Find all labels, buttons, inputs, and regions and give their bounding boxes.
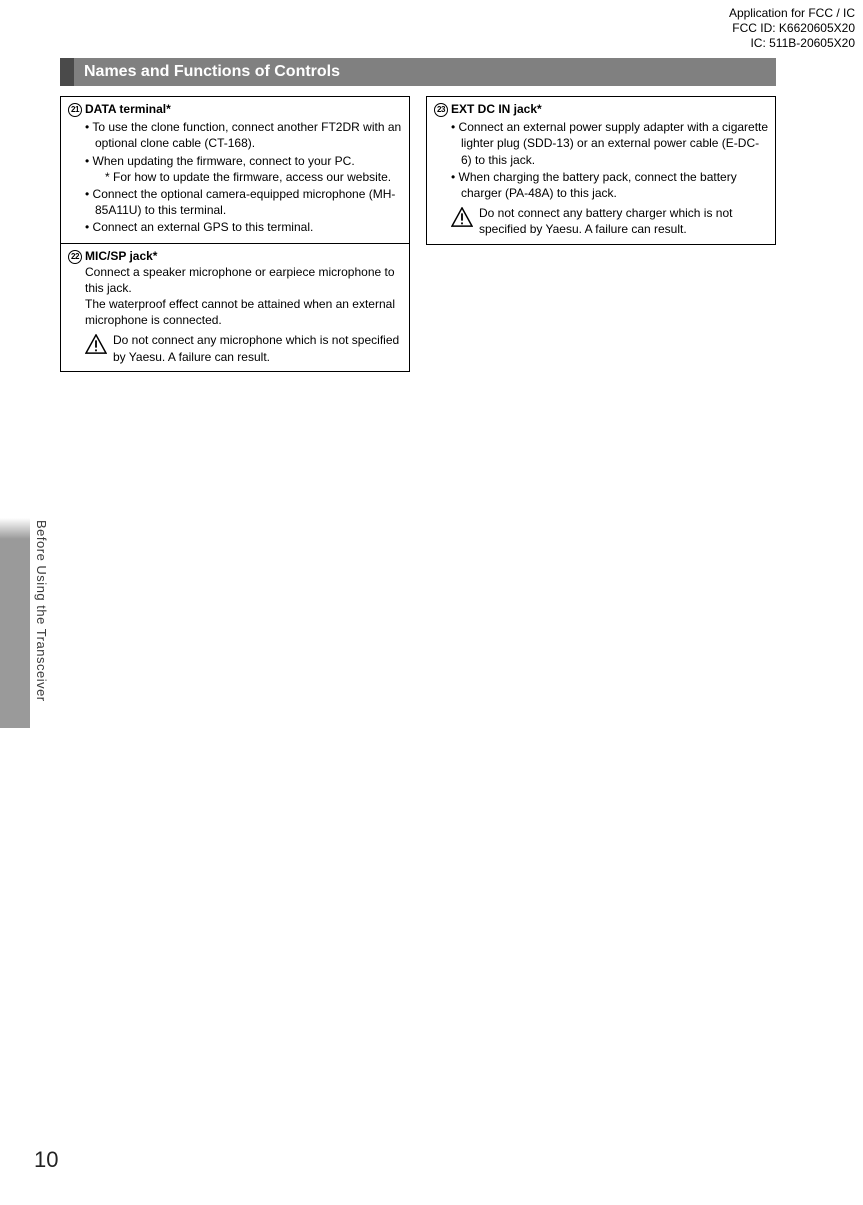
intro-line: The waterproof effect cannot be attained… [85, 296, 403, 328]
warning-row: Do not connect any microphone which is n… [85, 332, 403, 364]
item-title: MIC/SP jack* [85, 248, 403, 264]
header-info: Application for FCC / IC FCC ID: K662060… [729, 6, 855, 51]
bullet-item: Connect the optional camera-equipped mic… [85, 186, 403, 218]
circled-number-icon: 21 [68, 103, 82, 117]
page-number: 10 [34, 1147, 58, 1173]
side-tab-accent [0, 518, 30, 728]
item-number-col: 23 [431, 101, 451, 238]
header-line-2: FCC ID: K6620605X20 [729, 21, 855, 36]
bullet-subnote: * For how to update the firmware, access… [95, 169, 403, 185]
bullet-item: When charging the battery pack, connect … [451, 169, 769, 201]
control-item-22: 22 MIC/SP jack* Connect a speaker microp… [60, 244, 410, 372]
item-body: DATA terminal* To use the clone function… [85, 101, 403, 237]
section-title: Names and Functions of Controls [84, 63, 340, 81]
item-body: EXT DC IN jack* Connect an external powe… [451, 101, 769, 238]
bullet-text: When updating the firmware, connect to y… [93, 154, 355, 168]
warning-row: Do not connect any battery charger which… [451, 205, 769, 237]
title-bar-accent [60, 58, 74, 86]
bullet-item: To use the clone function, connect anoth… [85, 119, 403, 151]
header-line-1: Application for FCC / IC [729, 6, 855, 21]
warning-icon [451, 205, 473, 227]
bullet-list: To use the clone function, connect anoth… [85, 119, 403, 235]
right-column: 23 EXT DC IN jack* Connect an external p… [426, 96, 776, 372]
control-item-21: 21 DATA terminal* To use the clone funct… [60, 96, 410, 244]
warning-icon [85, 332, 107, 354]
control-item-23: 23 EXT DC IN jack* Connect an external p… [426, 96, 776, 245]
section-title-bar: Names and Functions of Controls [60, 58, 776, 86]
left-column: 21 DATA terminal* To use the clone funct… [60, 96, 410, 372]
content-columns: 21 DATA terminal* To use the clone funct… [60, 96, 776, 372]
intro-line: Connect a speaker microphone or earpiece… [85, 264, 403, 296]
item-number-col: 21 [65, 101, 85, 237]
item-body: MIC/SP jack* Connect a speaker microphon… [85, 248, 403, 365]
bullet-item: When updating the firmware, connect to y… [85, 153, 403, 185]
side-section-label: Before Using the Transceiver [34, 520, 49, 780]
item-title: EXT DC IN jack* [451, 101, 769, 117]
item-title: DATA terminal* [85, 101, 403, 117]
warning-text: Do not connect any battery charger which… [479, 205, 769, 237]
circled-number-icon: 22 [68, 250, 82, 264]
header-line-3: IC: 511B-20605X20 [729, 36, 855, 51]
bullet-item: Connect an external GPS to this terminal… [85, 219, 403, 235]
warning-text: Do not connect any microphone which is n… [113, 332, 403, 364]
item-number-col: 22 [65, 248, 85, 365]
bullet-list: Connect an external power supply adapter… [451, 119, 769, 201]
bullet-item: Connect an external power supply adapter… [451, 119, 769, 168]
circled-number-icon: 23 [434, 103, 448, 117]
